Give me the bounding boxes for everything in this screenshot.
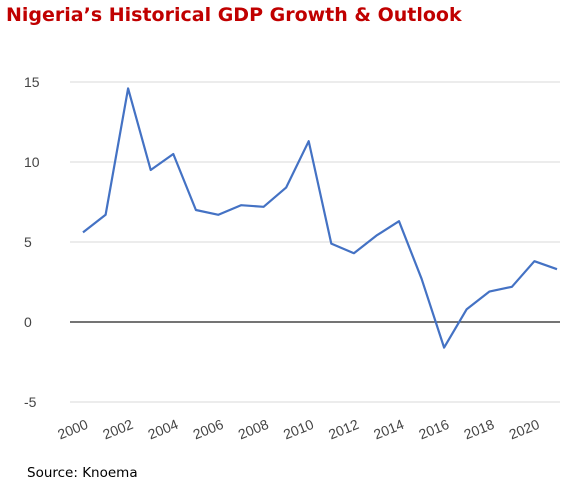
gridlines xyxy=(70,81,560,403)
x-tick-label: 2006 xyxy=(191,416,226,443)
series-line xyxy=(82,87,558,349)
x-tick-label: 2010 xyxy=(281,416,316,443)
x-tick-label: 2018 xyxy=(462,416,497,443)
x-tick-label: 2002 xyxy=(100,416,135,443)
x-tick-label: 2004 xyxy=(146,416,181,443)
source-note: Source: Knoema xyxy=(27,465,138,481)
y-tick-label: 10 xyxy=(24,154,40,170)
x-tick-label: 2016 xyxy=(416,416,451,443)
y-tick-label: -5 xyxy=(24,394,37,410)
x-tick-label: 2000 xyxy=(55,416,90,443)
x-tick-label: 2020 xyxy=(507,416,542,443)
x-tick-label: 2008 xyxy=(236,416,271,443)
gdp-growth-line-chart: 15 10 5 0 -5 2000 2002 2004 2006 2008 2010 2012 201… xyxy=(24,74,560,443)
x-axis-ticks: 2000 2002 2004 2006 2008 2010 2012 2014 2016 2018… xyxy=(55,416,541,443)
x-tick-label: 2014 xyxy=(371,416,406,443)
y-tick-label: 15 xyxy=(24,74,40,90)
series-lines xyxy=(82,87,558,349)
chart-title: Nigeria’s Historical GDP Growth & Outloo… xyxy=(6,4,462,26)
y-axis-ticks: 15 10 5 0 -5 xyxy=(24,74,40,410)
x-tick-label: 2012 xyxy=(326,416,361,443)
y-tick-label: 5 xyxy=(24,234,32,250)
y-tick-label: 0 xyxy=(24,314,32,330)
